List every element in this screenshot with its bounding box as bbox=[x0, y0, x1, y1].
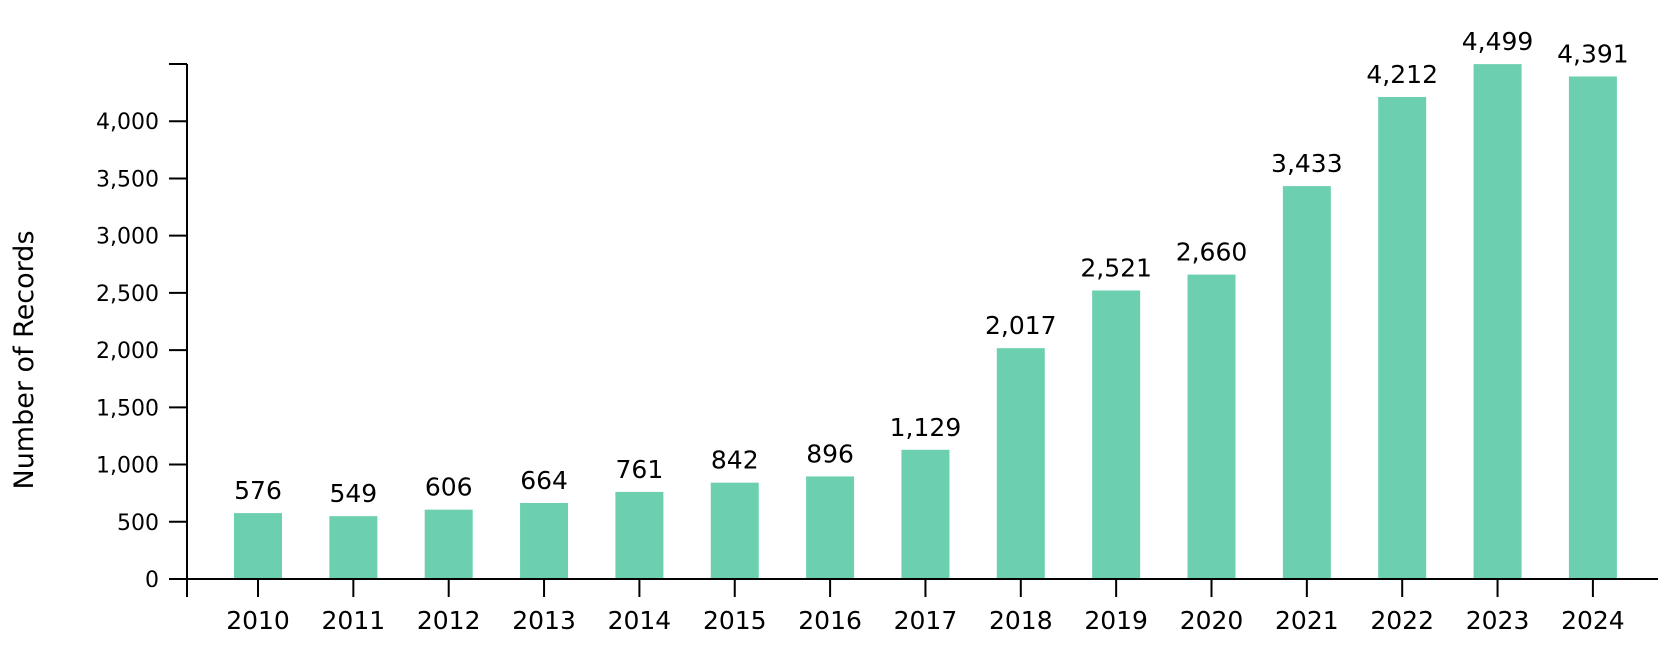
y-tick-label: 1,500 bbox=[96, 396, 159, 421]
x-tick-label-2017: 2017 bbox=[894, 606, 958, 635]
x-tick-label-2019: 2019 bbox=[1084, 606, 1148, 635]
value-label-2020: 2,660 bbox=[1176, 238, 1248, 267]
x-tick-label-2021: 2021 bbox=[1275, 606, 1339, 635]
bar-2018 bbox=[996, 348, 1045, 579]
y-tick-label: 4,000 bbox=[96, 110, 159, 135]
bar-2023 bbox=[1473, 64, 1522, 579]
y-axis-title: Number of Records bbox=[9, 230, 40, 489]
y-tick-label: 2,000 bbox=[96, 339, 159, 364]
bar-2024 bbox=[1568, 76, 1617, 580]
y-tick-label: 500 bbox=[117, 511, 159, 536]
x-tick-label-2022: 2022 bbox=[1370, 606, 1434, 635]
y-tick-label: 0 bbox=[145, 568, 159, 593]
value-label-2013: 664 bbox=[520, 466, 568, 495]
bar-2019 bbox=[1092, 290, 1141, 579]
y-tick-label: 3,000 bbox=[96, 225, 159, 250]
value-label-2022: 4,212 bbox=[1366, 60, 1438, 89]
bar-2015 bbox=[710, 482, 759, 579]
bar-2013 bbox=[520, 503, 569, 579]
x-tick-label-2011: 2011 bbox=[322, 606, 386, 635]
value-label-2017: 1,129 bbox=[890, 413, 962, 442]
x-tick-label-2023: 2023 bbox=[1466, 606, 1530, 635]
bar-2021 bbox=[1282, 186, 1331, 579]
value-label-2021: 3,433 bbox=[1271, 149, 1343, 178]
bar-2010 bbox=[234, 513, 282, 579]
value-label-2012: 606 bbox=[425, 473, 473, 502]
value-label-2018: 2,017 bbox=[985, 311, 1057, 340]
y-tick-label: 2,500 bbox=[96, 282, 159, 307]
value-labels-group: 576 549 606 664 761 842 896 1,129 2,017 2,521 2,66… bbox=[234, 27, 1629, 508]
value-label-2010: 576 bbox=[234, 476, 282, 505]
x-tick-label-2020: 2020 bbox=[1180, 606, 1244, 635]
bars-group bbox=[234, 64, 1617, 580]
x-tick-label-2015: 2015 bbox=[703, 606, 767, 635]
axes-group bbox=[186, 64, 1658, 597]
y-ticks-group: 0 500 1,000 1,500 2,000 2,500 3,000 3,500 4,000 bbox=[96, 63, 187, 593]
x-ticks-group: 2010 2011 2012 2013 2014 2015 2016 2017 2018 2019… bbox=[186, 579, 1625, 635]
x-tick-label-2014: 2014 bbox=[608, 606, 672, 635]
y-tick-label: 3,500 bbox=[96, 167, 159, 192]
value-label-2011: 549 bbox=[329, 479, 377, 508]
value-label-2019: 2,521 bbox=[1080, 253, 1152, 282]
x-tick-label-2018: 2018 bbox=[989, 606, 1053, 635]
value-label-2015: 842 bbox=[711, 446, 759, 475]
x-tick-label-2013: 2013 bbox=[512, 606, 576, 635]
value-label-2014: 761 bbox=[616, 455, 664, 484]
bar-2012 bbox=[424, 509, 473, 579]
bar-2022 bbox=[1378, 96, 1427, 580]
bar-2017 bbox=[901, 449, 950, 579]
bar-2016 bbox=[806, 476, 855, 579]
x-tick-label-2016: 2016 bbox=[798, 606, 862, 635]
x-tick-label-2024: 2024 bbox=[1561, 606, 1625, 635]
value-label-2024: 4,391 bbox=[1557, 39, 1629, 68]
bar-2011 bbox=[329, 516, 378, 579]
value-label-2016: 896 bbox=[806, 439, 854, 468]
y-tick-label: 1,000 bbox=[96, 454, 159, 479]
bar-2020 bbox=[1187, 274, 1236, 579]
value-label-2023: 4,499 bbox=[1462, 27, 1534, 56]
x-tick-label-2010: 2010 bbox=[226, 606, 290, 635]
x-tick-label-2012: 2012 bbox=[417, 606, 481, 635]
bar-2014 bbox=[615, 491, 664, 579]
